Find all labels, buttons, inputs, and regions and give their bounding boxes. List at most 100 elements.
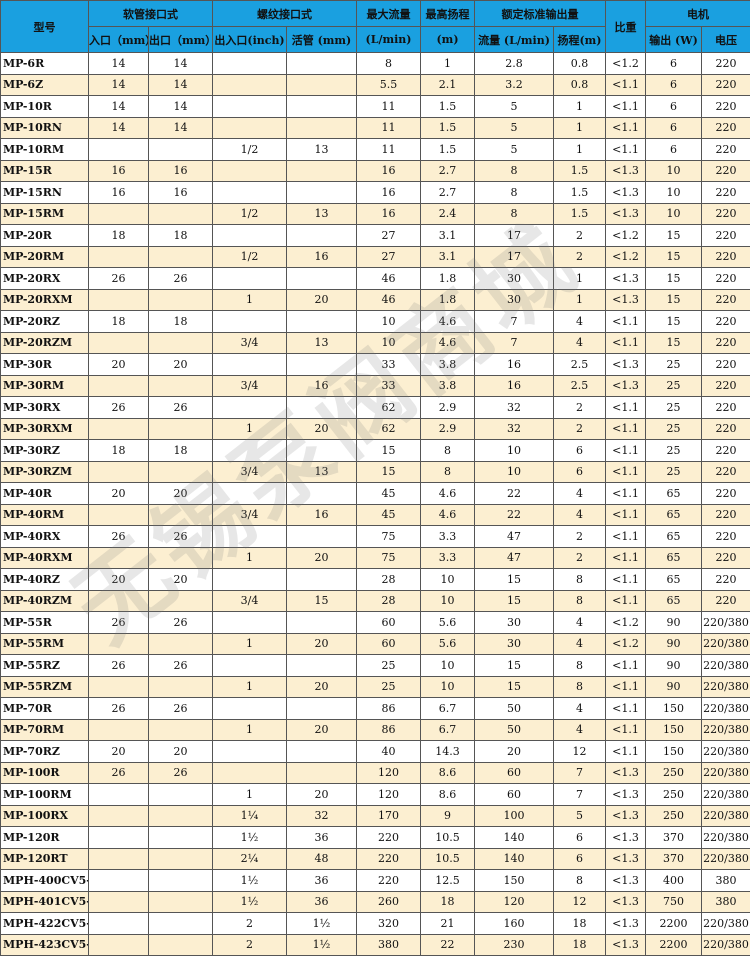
table-cell: 3/4 — [213, 590, 287, 612]
table-cell: 220/380 — [702, 827, 750, 849]
table-cell: 8 — [554, 655, 606, 677]
table-cell — [89, 547, 149, 569]
table-cell: 1 — [213, 784, 287, 806]
table-cell: 220/380 — [702, 934, 750, 956]
table-cell: 100 — [475, 805, 554, 827]
table-cell: <1.2 — [606, 612, 646, 634]
table-cell: 11 — [357, 139, 421, 161]
table-cell — [213, 698, 287, 720]
model-cell: MP-30R — [1, 354, 89, 376]
table-cell: 1.5 — [554, 182, 606, 204]
table-cell: 16 — [287, 375, 357, 397]
table-cell: 1 — [554, 289, 606, 311]
table-cell: 3/4 — [213, 375, 287, 397]
table-cell: 320 — [357, 913, 421, 935]
table-cell: 16 — [149, 160, 213, 182]
table-cell: <1.3 — [606, 354, 646, 376]
table-cell: <1.1 — [606, 547, 646, 569]
table-cell: 62 — [357, 397, 421, 419]
table-cell — [149, 913, 213, 935]
table-cell: <1.1 — [606, 655, 646, 677]
model-cell: MP-100RM — [1, 784, 89, 806]
table-cell: 15 — [287, 590, 357, 612]
table-cell: 380 — [357, 934, 421, 956]
table-cell: 150 — [646, 741, 702, 763]
table-cell: 10 — [421, 676, 475, 698]
table-cell: 2 — [554, 397, 606, 419]
table-cell: <1.1 — [606, 526, 646, 548]
table-cell: 3/4 — [213, 504, 287, 526]
table-cell: 3/4 — [213, 461, 287, 483]
table-cell: 15 — [357, 440, 421, 462]
table-cell: 150 — [475, 870, 554, 892]
model-cell: MP-20RX — [1, 268, 89, 290]
table-cell: 16 — [287, 504, 357, 526]
header-thread-hose: 活管 (mm) — [287, 27, 357, 53]
model-cell: MP-70RZ — [1, 741, 89, 763]
table-cell: 36 — [287, 827, 357, 849]
table-cell: 220 — [702, 311, 750, 333]
table-cell: 47 — [475, 547, 554, 569]
table-cell: 20 — [149, 354, 213, 376]
table-cell: 5 — [475, 117, 554, 139]
table-cell: 4.6 — [421, 483, 475, 505]
table-cell: <1.1 — [606, 332, 646, 354]
table-cell: 65 — [646, 590, 702, 612]
table-cell: 8 — [475, 203, 554, 225]
model-cell: MPH-422CV5-D — [1, 913, 89, 935]
table-cell: 160 — [475, 913, 554, 935]
table-cell — [287, 117, 357, 139]
table-cell: 10 — [357, 332, 421, 354]
model-cell: MP-30RM — [1, 375, 89, 397]
table-cell: 6 — [646, 139, 702, 161]
table-cell: <1.1 — [606, 719, 646, 741]
table-cell: 220 — [702, 139, 750, 161]
table-cell: 10.5 — [421, 848, 475, 870]
table-cell: 6 — [646, 53, 702, 75]
table-cell: 10 — [421, 569, 475, 591]
table-cell: 11 — [357, 117, 421, 139]
model-cell: MP-6Z — [1, 74, 89, 96]
table-cell: 220/380 — [702, 741, 750, 763]
table-cell: 26 — [149, 397, 213, 419]
table-cell: 90 — [646, 676, 702, 698]
model-cell: MP-70RM — [1, 719, 89, 741]
table-cell — [213, 53, 287, 75]
model-cell: MP-55RZ — [1, 655, 89, 677]
table-cell: 26 — [89, 397, 149, 419]
table-cell — [149, 332, 213, 354]
table-cell — [213, 655, 287, 677]
table-cell: 220 — [702, 526, 750, 548]
header-thread-io: 出入口(inch) — [213, 27, 287, 53]
table-cell: 26 — [149, 526, 213, 548]
table-cell: 14.3 — [421, 741, 475, 763]
table-cell — [213, 762, 287, 784]
table-cell: 220 — [702, 268, 750, 290]
table-cell — [287, 96, 357, 118]
model-cell: MP-20RM — [1, 246, 89, 268]
table-cell: <1.1 — [606, 139, 646, 161]
table-cell — [213, 483, 287, 505]
table-cell: 16 — [89, 160, 149, 182]
model-cell: MP-40RX — [1, 526, 89, 548]
table-cell: 220 — [702, 590, 750, 612]
table-cell: 220 — [702, 547, 750, 569]
table-cell — [89, 870, 149, 892]
table-cell: 3.8 — [421, 375, 475, 397]
table-cell: 380 — [702, 870, 750, 892]
table-cell: 4 — [554, 633, 606, 655]
table-cell: 14 — [149, 53, 213, 75]
model-cell: MP-20R — [1, 225, 89, 247]
table-cell: 26 — [149, 698, 213, 720]
table-cell: 14 — [89, 96, 149, 118]
table-cell: 90 — [646, 633, 702, 655]
table-cell — [213, 612, 287, 634]
table-cell: 16 — [475, 375, 554, 397]
